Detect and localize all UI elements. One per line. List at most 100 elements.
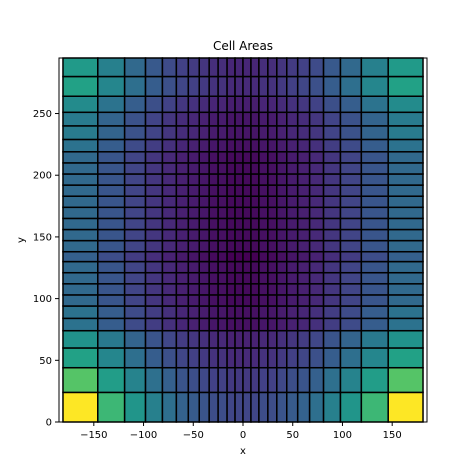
heatmap-cell [296, 317, 311, 332]
heatmap-cell [226, 283, 236, 296]
heatmap-cell [242, 391, 252, 423]
heatmap-cell [217, 138, 228, 153]
heatmap-cell [123, 95, 147, 114]
heatmap-cell [258, 347, 269, 369]
heatmap-cell [250, 228, 260, 242]
heatmap-cell [267, 173, 278, 186]
heatmap-cell [242, 125, 252, 141]
heatmap-cell [276, 184, 288, 197]
heatmap-cell [208, 162, 219, 175]
heatmap-cell [208, 228, 219, 242]
heatmap-cell [242, 138, 252, 153]
heatmap-cell [217, 184, 228, 197]
heatmap-cell [258, 391, 269, 423]
heatmap-cell [234, 239, 244, 253]
heatmap-cell [276, 294, 288, 307]
y-tick-label: 150 [33, 232, 52, 243]
heatmap-cell [226, 173, 236, 186]
heatmap-cell [123, 329, 147, 349]
heatmap-cell [387, 95, 424, 114]
heatmap-cell [267, 111, 278, 127]
heatmap-cell [360, 391, 389, 423]
heatmap-cell [217, 95, 228, 114]
heatmap-cell [267, 250, 278, 263]
heatmap-cell [144, 294, 164, 307]
heatmap-cell [175, 75, 190, 98]
heatmap-cell [226, 250, 236, 263]
heatmap-cell [97, 228, 126, 242]
heatmap-cell [296, 57, 311, 78]
heatmap-cell [208, 217, 219, 231]
heatmap-cell [175, 57, 190, 78]
heatmap-cell [208, 283, 219, 296]
heatmap-cell [322, 366, 342, 394]
heatmap-cell [360, 195, 389, 209]
heatmap-cell [267, 57, 278, 78]
heatmap-cell [123, 75, 147, 98]
heatmap-cell [175, 294, 190, 307]
heatmap-cell [217, 294, 228, 307]
heatmap-cell [234, 184, 244, 197]
heatmap-cell [217, 283, 228, 296]
heatmap-cell [308, 75, 325, 98]
heatmap-cell [226, 206, 236, 220]
heatmap-cell [62, 283, 99, 296]
heatmap-cell [286, 138, 299, 153]
heatmap-cell [339, 239, 363, 253]
heatmap-cell [208, 173, 219, 186]
heatmap-cell [267, 347, 278, 369]
heatmap-cell [208, 111, 219, 127]
heatmap-cell [97, 329, 126, 349]
heatmap-cell [217, 347, 228, 369]
heatmap-cell [242, 317, 252, 332]
heatmap-cell [187, 329, 200, 349]
heatmap-cell [360, 317, 389, 332]
heatmap-cell [339, 305, 363, 320]
heatmap-cell [187, 206, 200, 220]
heatmap-cell [308, 250, 325, 263]
heatmap-cell [217, 271, 228, 285]
heatmap-cell [161, 173, 178, 186]
heatmap-cell [217, 125, 228, 141]
heatmap-cell [387, 317, 424, 332]
heatmap-cell [267, 283, 278, 296]
heatmap-cell [97, 111, 126, 127]
heatmap-cell [161, 391, 178, 423]
heatmap-cell [144, 206, 164, 220]
heatmap-cell [242, 217, 252, 231]
heatmap-cell [187, 95, 200, 114]
heatmap-cell [226, 305, 236, 320]
heatmap-cell [161, 260, 178, 274]
heatmap-cell [208, 239, 219, 253]
heatmap-cell [286, 271, 299, 285]
heatmap-cell [250, 294, 260, 307]
heatmap-cell [322, 173, 342, 186]
x-tick-label: 50 [286, 430, 299, 441]
heatmap-cell [250, 260, 260, 274]
heatmap-cell [360, 250, 389, 263]
heatmap-cell [217, 57, 228, 78]
heatmap-cell [286, 195, 299, 209]
heatmap-cell [97, 239, 126, 253]
x-axis-ticks: −150 −100 −50 0 50 100 150 [80, 422, 402, 441]
heatmap-cell [360, 271, 389, 285]
heatmap-cell [267, 260, 278, 274]
heatmap-cell [387, 260, 424, 274]
heatmap-cell [308, 347, 325, 369]
heatmap-cell [62, 305, 99, 320]
heatmap-cell [339, 228, 363, 242]
heatmap-cell [339, 317, 363, 332]
heatmap-cell [187, 75, 200, 98]
heatmap-cell [97, 138, 126, 153]
heatmap-cell [339, 391, 363, 423]
heatmap-cell [208, 75, 219, 98]
heatmap-cell [123, 305, 147, 320]
heatmap-cell [208, 317, 219, 332]
heatmap-cell [234, 125, 244, 141]
heatmap-cell [286, 317, 299, 332]
heatmap-cell [250, 283, 260, 296]
heatmap-cell [250, 347, 260, 369]
heatmap-cell [267, 151, 278, 164]
heatmap-cell [296, 75, 311, 98]
